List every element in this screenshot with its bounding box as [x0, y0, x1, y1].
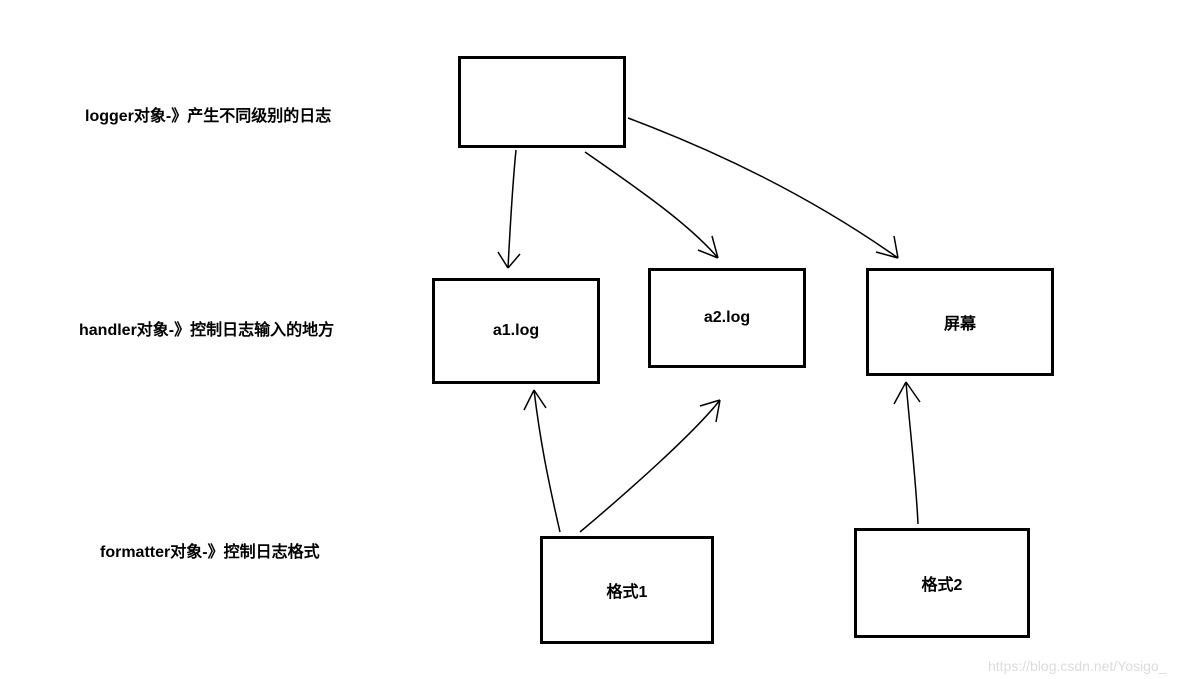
node-a2log-label: a2.log — [704, 309, 750, 327]
label-handler: handler对象-》控制日志输入的地方 — [79, 316, 334, 340]
node-a1log: a1.log — [432, 278, 600, 384]
edge-logger-a2 — [585, 152, 718, 258]
edge-fmt1-a1 — [524, 390, 560, 532]
node-logger — [458, 56, 626, 148]
node-a1log-label: a1.log — [493, 322, 539, 340]
node-fmt2: 格式2 — [854, 528, 1030, 638]
edge-fmt1-a2 — [580, 400, 720, 532]
edge-logger-a1 — [498, 150, 520, 268]
label-formatter: formatter对象-》控制日志格式 — [100, 538, 320, 562]
edge-logger-screen — [628, 118, 898, 258]
node-fmt2-label: 格式2 — [922, 571, 963, 595]
node-fmt1: 格式1 — [540, 536, 714, 644]
node-screen: 屏幕 — [866, 268, 1054, 376]
watermark: https://blog.csdn.net/Yosigo_ — [988, 658, 1167, 674]
node-screen-label: 屏幕 — [944, 310, 976, 334]
node-a2log: a2.log — [648, 268, 806, 368]
edge-fmt2-screen — [894, 382, 920, 524]
label-logger: logger对象-》产生不同级别的日志 — [85, 102, 331, 126]
node-fmt1-label: 格式1 — [607, 578, 648, 602]
